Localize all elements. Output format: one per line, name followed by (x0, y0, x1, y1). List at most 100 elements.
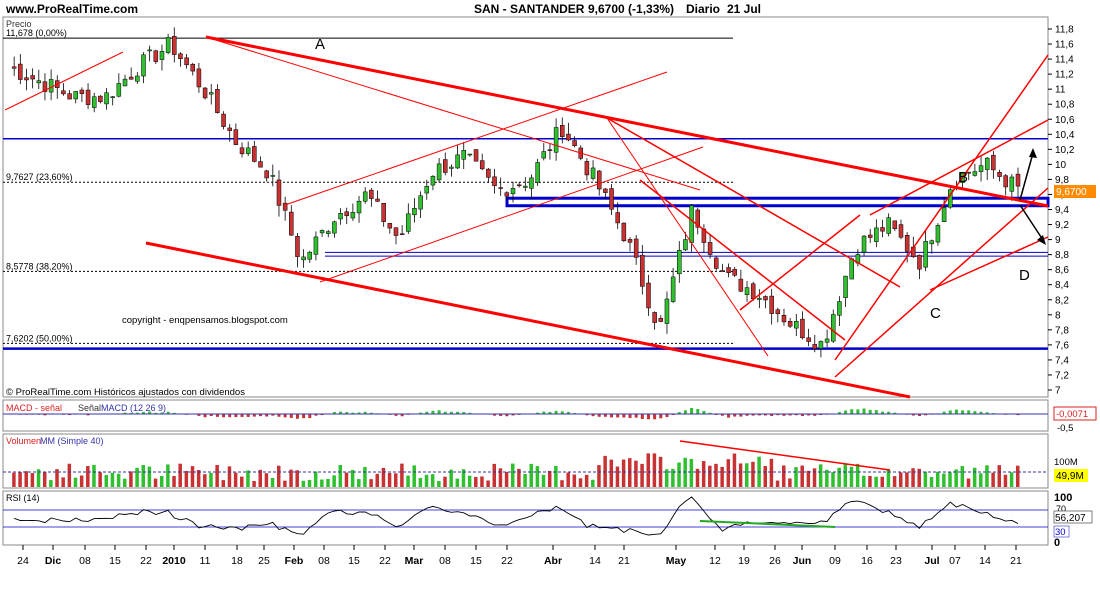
candle-body (609, 188, 614, 210)
macd-bar (862, 408, 866, 414)
volume-bar (474, 476, 478, 487)
x-tick-label: 08 (318, 555, 330, 567)
volume-bar (301, 480, 306, 487)
candle-body (122, 78, 128, 87)
x-tick-label: 22 (379, 555, 391, 567)
candle-body (757, 297, 762, 300)
x-tick-label: 22 (501, 555, 513, 567)
volume-bar (449, 469, 453, 487)
trendline (319, 146, 704, 283)
volume-bar (812, 468, 817, 487)
candle-body (178, 53, 183, 60)
trendline (145, 241, 911, 399)
candle-body (467, 153, 473, 156)
x-tick-label: Mar (405, 555, 424, 567)
candle-body (504, 192, 510, 197)
volume-bar (794, 467, 798, 487)
price-change: 9,6700 (-1,33%) (588, 2, 674, 16)
y-tick-label: 10,8 (1055, 100, 1075, 111)
volume-bar (640, 463, 644, 487)
macd-bar (566, 411, 570, 414)
y-tick-label: 7,4 (1055, 355, 1069, 366)
rsi-label: RSI (14) (6, 493, 40, 503)
candle-body (972, 171, 978, 176)
volume-bar (788, 478, 792, 487)
macd-bar (314, 414, 318, 416)
candle-body (73, 91, 78, 100)
volume-bar (695, 468, 700, 487)
volume-bar (270, 477, 275, 487)
trendlines (4, 35, 1049, 399)
chart-title: SAN - SANTANDER (474, 2, 585, 16)
candle-body (837, 301, 842, 316)
volume-bar (714, 463, 718, 487)
candle-body (572, 140, 577, 146)
candle-body (461, 150, 466, 160)
candle-body (301, 256, 306, 261)
volume-label: Volumen (6, 436, 41, 446)
candle-body (30, 75, 35, 80)
volume-bar (1009, 472, 1014, 487)
volume-bar (375, 473, 380, 487)
macd-bar (443, 411, 447, 414)
trendline (929, 236, 1049, 291)
candle-body (849, 258, 854, 280)
x-tick-label: 19 (738, 555, 750, 567)
candle-body (147, 49, 152, 52)
macd-bar (591, 414, 595, 417)
candle-body (978, 165, 984, 172)
trendline (205, 35, 1049, 208)
candle-body (590, 167, 596, 179)
candle-body (282, 202, 288, 211)
candle-body (362, 191, 368, 202)
macd-panel-frame (2, 399, 1049, 432)
y-tick-label: 8,2 (1055, 295, 1069, 306)
macd-bar (215, 414, 219, 417)
candle-body (215, 89, 220, 113)
candle-body (36, 80, 42, 84)
macd-bar (646, 414, 650, 420)
volume-bar (42, 471, 47, 487)
volume-bar (307, 479, 312, 487)
y-tick-label: 9,8 (1055, 175, 1069, 186)
candle-body (744, 287, 750, 296)
macd-bar (68, 414, 72, 416)
volume-bar (104, 475, 109, 487)
macd-bar (437, 410, 441, 414)
candle-body (245, 147, 251, 154)
volume-bar (326, 478, 330, 487)
volume-bar (609, 459, 614, 487)
macd-bar (548, 411, 552, 414)
volume-bar (55, 469, 59, 487)
macd-bar (942, 411, 946, 414)
x-tick-label: 15 (470, 555, 482, 567)
volume-bar (67, 463, 72, 487)
macd-bar (277, 414, 281, 417)
candle-body (172, 36, 177, 55)
volume-bar (30, 473, 35, 487)
macd-bar (246, 414, 250, 417)
volume-bar (135, 467, 139, 487)
macd-bar (776, 414, 780, 416)
fibonacci-levels: 11,678 (0,00%) 9,7627 (23,60%) 8,5778 (38,… (3, 28, 733, 344)
volume-bar (209, 472, 213, 487)
volume-bar (129, 471, 133, 487)
volume-bar (467, 475, 472, 487)
fib-label: 9,7627 (23,60%) (6, 172, 73, 182)
volume-badge-bg (1054, 469, 1088, 482)
candle-body (270, 175, 276, 177)
macd-bar (560, 411, 564, 414)
candle-body (806, 337, 811, 342)
volume-bar (252, 480, 256, 487)
candle-body (652, 312, 657, 323)
volume-bar (905, 472, 909, 487)
trendline (205, 36, 701, 191)
volume-bar (929, 476, 934, 487)
volume-bar (523, 474, 527, 487)
volume-bar (338, 464, 343, 487)
macd-badge-bg (1053, 406, 1097, 421)
volume-bar (24, 471, 28, 487)
volume-bar (726, 459, 731, 487)
volume-bar (818, 464, 823, 487)
x-tick-label: 15 (109, 555, 121, 567)
